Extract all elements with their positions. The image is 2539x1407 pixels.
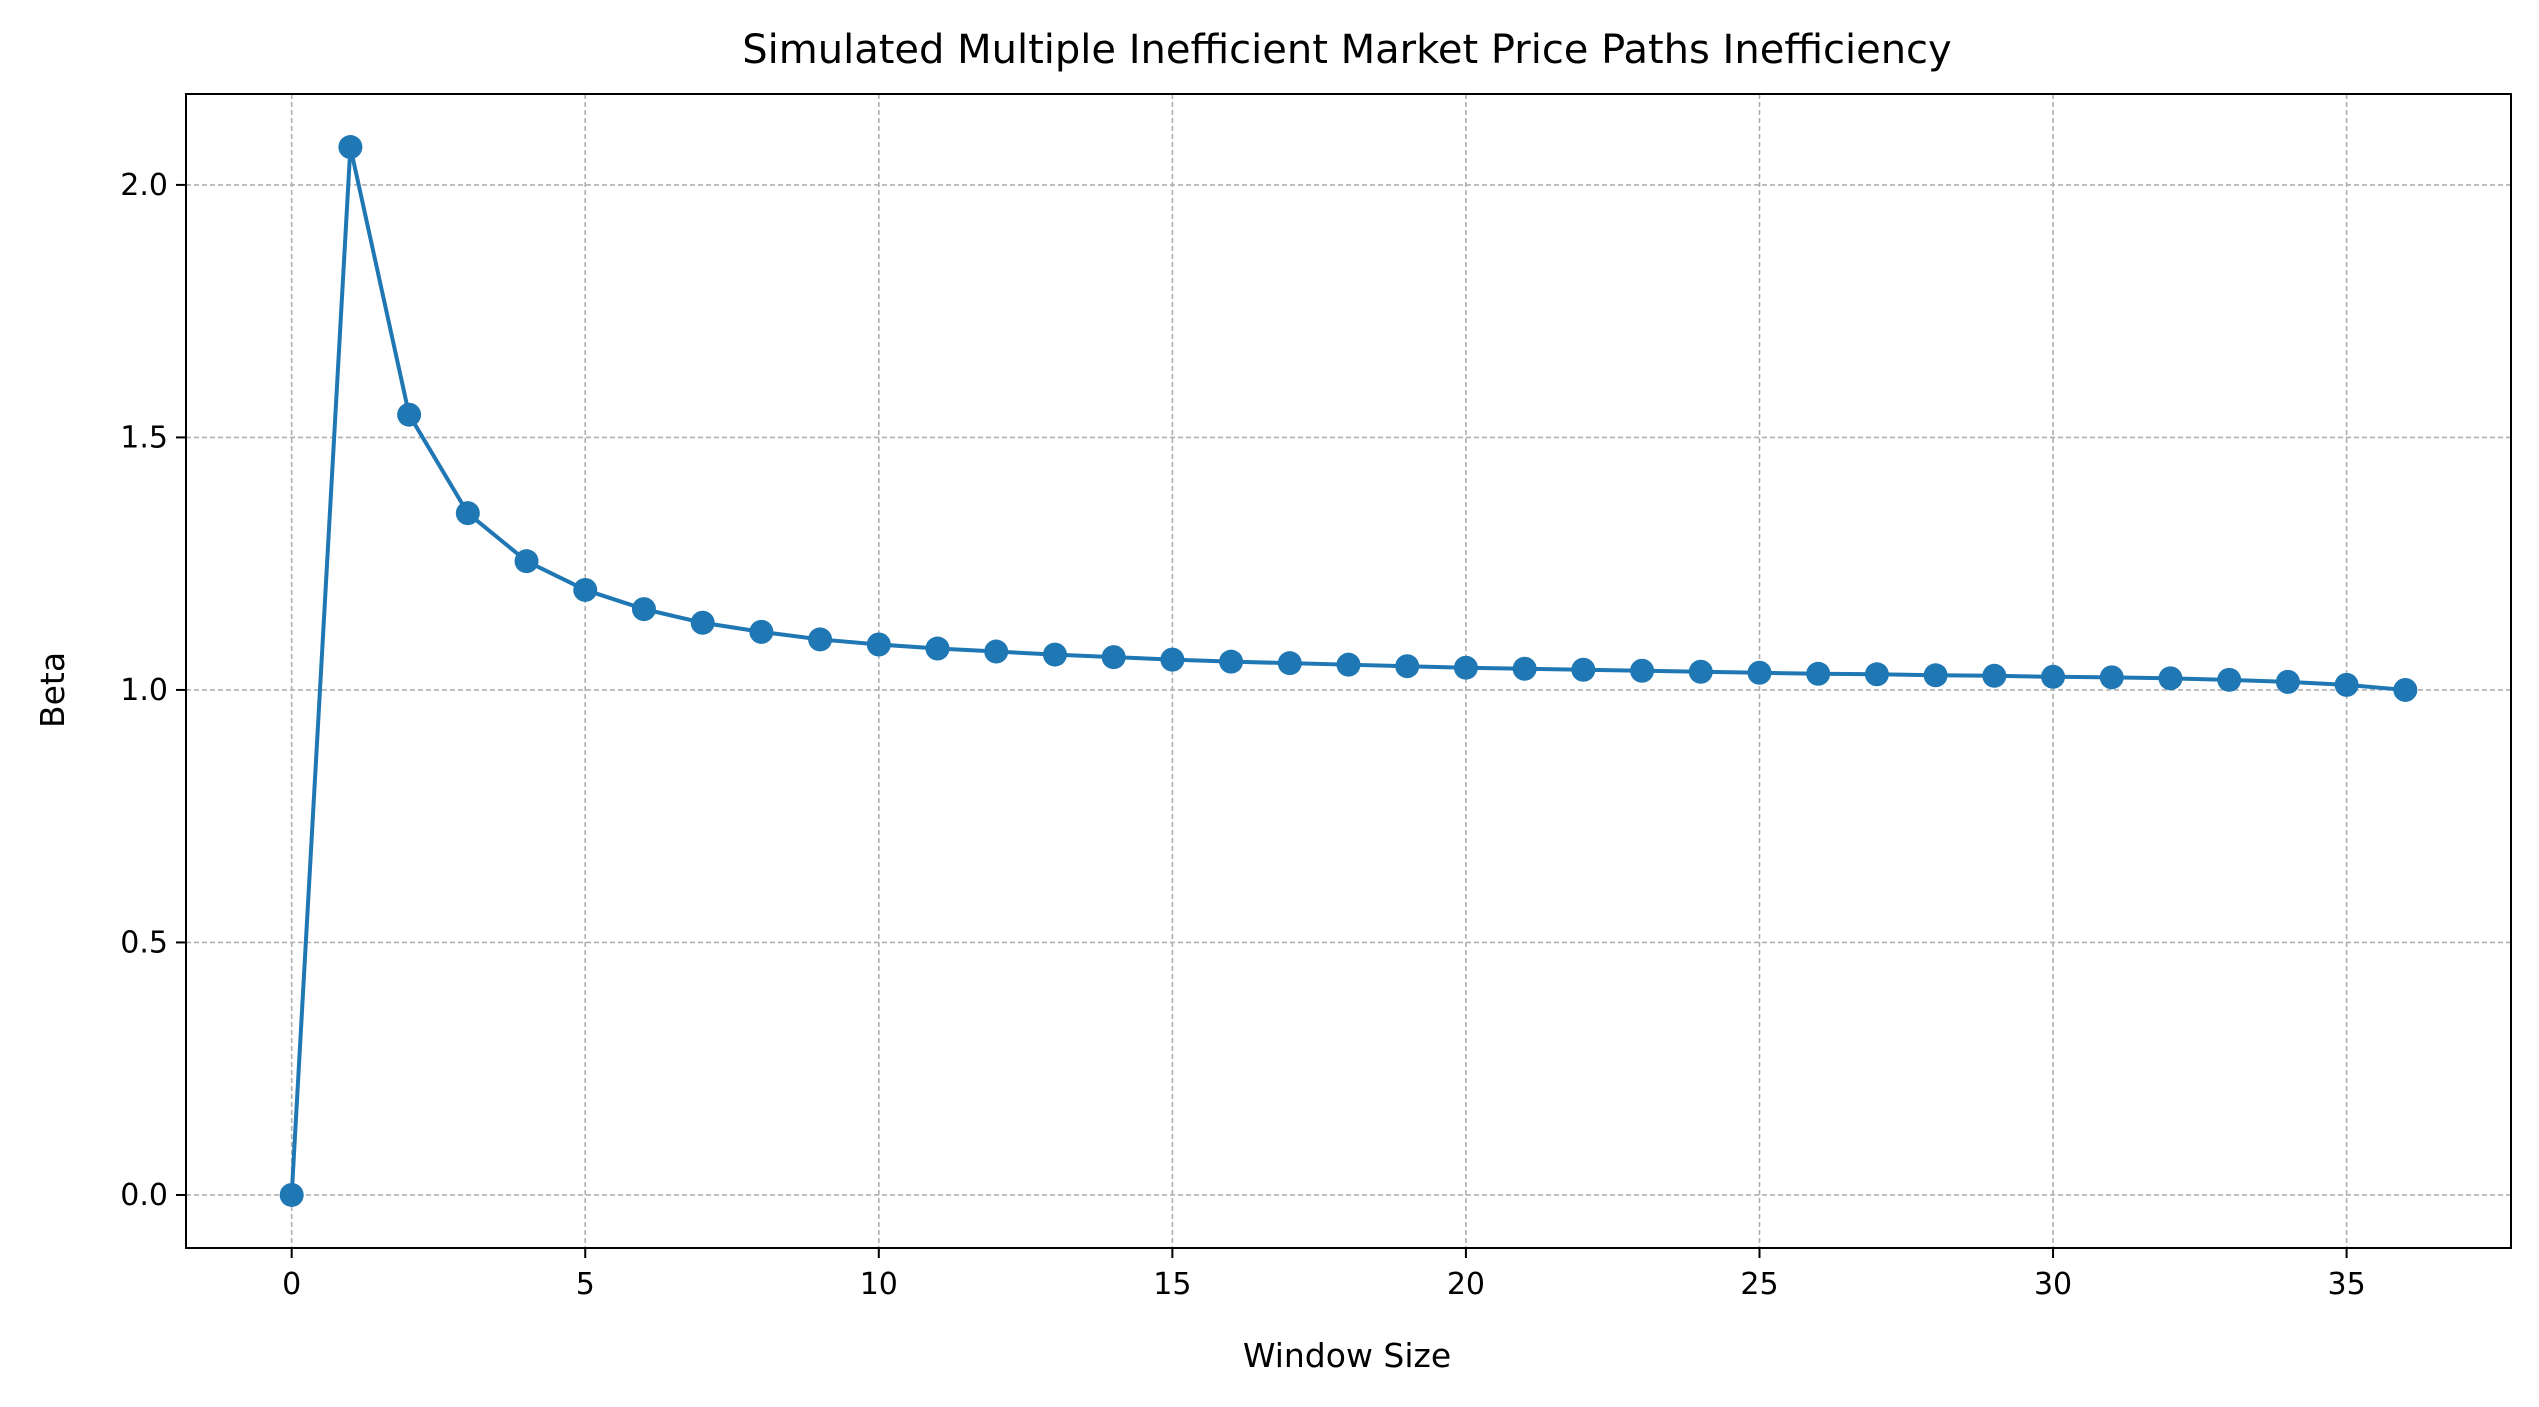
series-layer bbox=[279, 135, 2418, 1207]
chart-title: Simulated Multiple Inefficient Market Pr… bbox=[742, 27, 1951, 73]
data-point bbox=[455, 501, 480, 526]
data-point bbox=[2158, 666, 2183, 691]
y-tick-label: 1.5 bbox=[120, 420, 168, 455]
data-point bbox=[1688, 659, 1713, 684]
data-point bbox=[866, 632, 891, 657]
data-point bbox=[925, 636, 950, 661]
y-tick-label: 1.0 bbox=[120, 673, 168, 708]
x-tick-label: 20 bbox=[1447, 1267, 1485, 1302]
data-point bbox=[1630, 658, 1655, 683]
data-point bbox=[1101, 645, 1126, 670]
data-point bbox=[1219, 649, 1244, 674]
data-point bbox=[984, 639, 1009, 664]
y-tick-label: 2.0 bbox=[120, 168, 168, 203]
data-point bbox=[1395, 654, 1420, 679]
data-point bbox=[338, 135, 363, 160]
data-point bbox=[514, 549, 539, 574]
x-axis-label: Window Size bbox=[1243, 1336, 1451, 1375]
plot-area-frame bbox=[185, 93, 2512, 1249]
data-point bbox=[1806, 661, 1831, 686]
y-tick-label: 0.5 bbox=[120, 925, 168, 960]
data-point bbox=[1453, 655, 1478, 680]
y-axis-label: Beta bbox=[33, 652, 72, 728]
data-point bbox=[2334, 672, 2359, 697]
data-point bbox=[279, 1182, 304, 1207]
data-point bbox=[631, 597, 656, 622]
x-tick-label: 10 bbox=[860, 1267, 898, 1302]
x-tick-label: 30 bbox=[2034, 1267, 2072, 1302]
data-point bbox=[2217, 667, 2242, 692]
data-point bbox=[1277, 651, 1302, 676]
data-point bbox=[1864, 662, 1889, 687]
data-point bbox=[1982, 663, 2007, 688]
data-point bbox=[2041, 664, 2066, 689]
data-point bbox=[397, 402, 422, 427]
data-point bbox=[2099, 665, 2124, 690]
data-point bbox=[1747, 660, 1772, 685]
data-point bbox=[1571, 657, 1596, 682]
data-point bbox=[1160, 647, 1185, 672]
x-tick-label: 35 bbox=[2328, 1267, 2366, 1302]
axis-ticks: 0 5 10 15 20 25 30 35 0.0 0.5 1.0 1.5 2.0 bbox=[120, 168, 2365, 1302]
data-point bbox=[1923, 663, 1948, 688]
data-point bbox=[2393, 677, 2418, 702]
x-tick-label: 5 bbox=[576, 1267, 595, 1302]
y-tick-label: 0.0 bbox=[120, 1178, 168, 1213]
data-point bbox=[749, 619, 774, 644]
x-tick-label: 15 bbox=[1153, 1267, 1191, 1302]
data-point bbox=[1512, 656, 1537, 681]
x-tick-label: 25 bbox=[1740, 1267, 1778, 1302]
data-point bbox=[2275, 669, 2300, 694]
data-point bbox=[808, 627, 833, 652]
data-point bbox=[690, 610, 715, 635]
data-point bbox=[1042, 642, 1067, 667]
data-point bbox=[1336, 652, 1361, 677]
data-point bbox=[573, 577, 598, 602]
x-tick-label: 0 bbox=[282, 1267, 301, 1302]
